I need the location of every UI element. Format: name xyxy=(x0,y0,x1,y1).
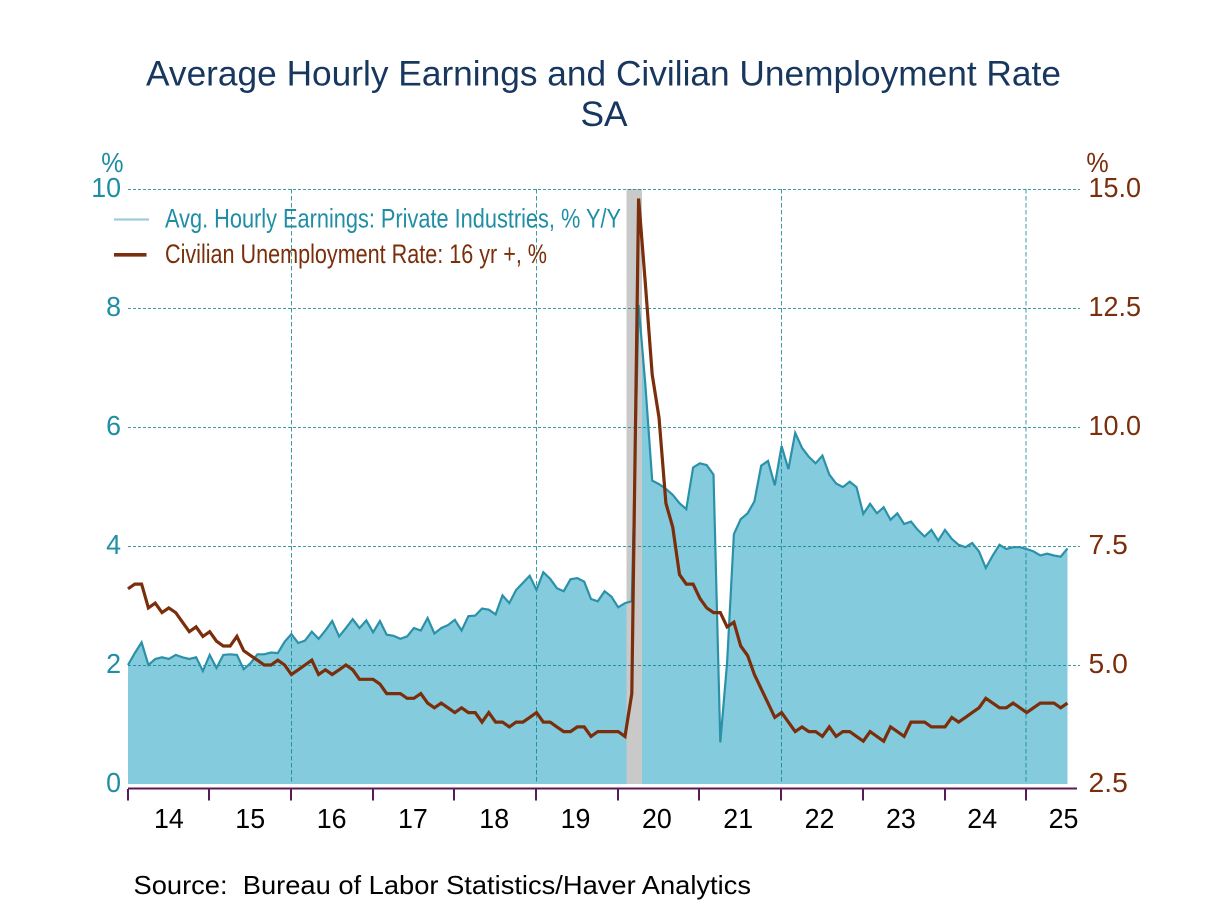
svg-text:25: 25 xyxy=(1049,803,1079,834)
svg-text:7.5: 7.5 xyxy=(1089,529,1128,560)
svg-text:6: 6 xyxy=(106,410,121,441)
svg-text:0: 0 xyxy=(106,767,121,798)
svg-text:%: % xyxy=(1086,147,1108,178)
svg-text:%: % xyxy=(101,147,123,178)
svg-text:20: 20 xyxy=(642,803,672,834)
svg-text:5.0: 5.0 xyxy=(1089,648,1128,679)
svg-text:Avg. Hourly Earnings: Private: Avg. Hourly Earnings: Private Industries… xyxy=(165,204,621,234)
svg-text:21: 21 xyxy=(723,803,753,834)
svg-text:Source: Bureau of Labor Stati: Source: Bureau of Labor Statistics/Haver… xyxy=(134,870,752,900)
svg-text:12.5: 12.5 xyxy=(1089,291,1142,322)
svg-text:Average Hourly Earnings and Ci: Average Hourly Earnings and Civilian Une… xyxy=(146,55,1061,94)
svg-text:10.0: 10.0 xyxy=(1089,410,1142,441)
svg-text:19: 19 xyxy=(561,803,591,834)
svg-text:17: 17 xyxy=(398,803,428,834)
svg-text:4: 4 xyxy=(106,529,121,560)
svg-text:22: 22 xyxy=(805,803,835,834)
svg-text:24: 24 xyxy=(967,803,997,834)
svg-text:SA: SA xyxy=(580,95,628,134)
svg-text:23: 23 xyxy=(886,803,916,834)
svg-text:Civilian Unemployment Rate: 16: Civilian Unemployment Rate: 16 yr +, % xyxy=(165,239,547,269)
svg-text:14: 14 xyxy=(154,803,184,834)
svg-text:2.5: 2.5 xyxy=(1089,767,1128,798)
svg-text:8: 8 xyxy=(106,291,121,322)
svg-text:10: 10 xyxy=(91,172,121,203)
svg-text:18: 18 xyxy=(479,803,509,834)
svg-text:15: 15 xyxy=(235,803,265,834)
svg-text:2: 2 xyxy=(106,648,121,679)
svg-text:15.0: 15.0 xyxy=(1089,172,1142,203)
svg-text:16: 16 xyxy=(317,803,347,834)
